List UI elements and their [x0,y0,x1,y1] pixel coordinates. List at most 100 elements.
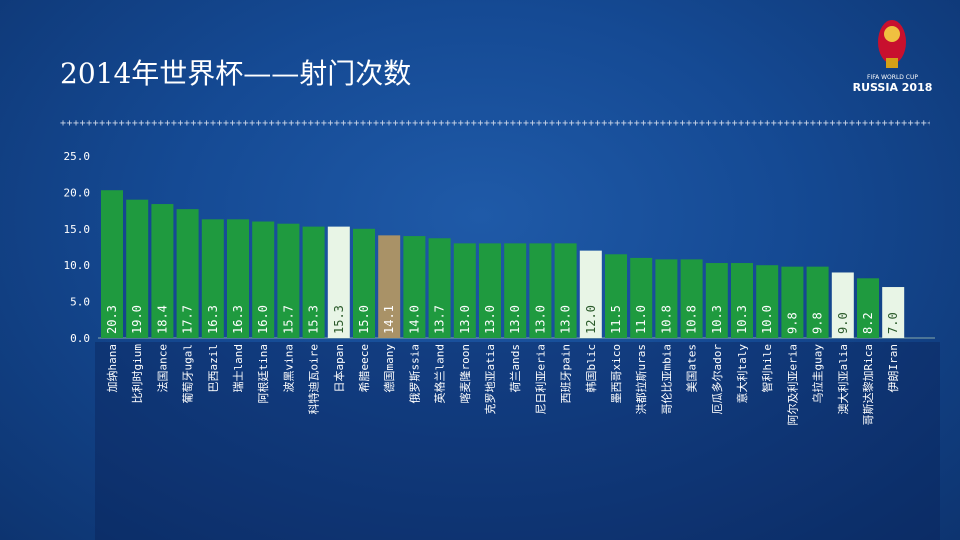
data-label: 10.8 [659,305,673,334]
x-tick-label: 荷兰ands [509,344,522,393]
data-label: 20.3 [105,305,119,334]
bar [756,265,779,338]
bar [327,226,350,338]
bar [529,243,552,338]
x-tick-label: 加纳hana [106,344,119,393]
data-label: 13.0 [533,305,547,334]
bar [252,221,275,338]
data-label: 15.7 [281,305,295,334]
page-title: 2014年世界杯——射门次数 [60,57,412,90]
y-tick-label: 0.0 [70,332,90,345]
data-label: 10.8 [685,305,699,334]
bar [705,263,728,338]
y-tick-label: 5.0 [70,296,90,309]
data-label: 13.0 [508,305,522,334]
bar [630,257,653,338]
x-tick-label: 意大利taly [735,344,749,404]
x-tick-label: 英格兰land [433,344,447,404]
logo-line2: RUSSIA 2018 [852,81,933,94]
data-label: 13.0 [458,305,472,334]
data-label: 10.0 [760,305,774,334]
bar [554,243,577,338]
x-tick-label: 乌拉圭guay [811,344,825,404]
x-tick-label: 法国ance [155,344,169,393]
x-tick-label: 喀麦隆roon [458,344,472,404]
bar [378,235,401,338]
bar [277,223,300,338]
x-tick-label: 德国many [382,344,396,393]
bar [126,199,149,338]
data-label: 11.0 [634,305,648,334]
data-label: 16.0 [256,305,270,334]
bar [781,266,804,338]
data-label: 13.0 [483,305,497,334]
data-label: 8.2 [861,312,875,334]
x-tick-label: 尼日利亚eria [534,344,547,415]
bar [806,266,829,338]
y-tick-label: 10.0 [64,259,91,272]
bar [882,287,905,338]
x-tick-label: 厄瓜多尔ador [710,344,724,415]
bar [176,209,199,338]
bar [731,263,753,338]
data-label: 18.4 [155,305,169,334]
bar [579,250,602,338]
bar [101,190,123,338]
x-tick-label: 美国ates [686,344,699,393]
data-label: 10.3 [735,305,749,334]
x-tick-label: 希腊eece [357,344,371,393]
bar [831,272,854,338]
x-tick-label: 墨西哥xico [610,344,623,404]
data-label: 10.3 [710,305,724,334]
bar [479,243,501,338]
data-label: 9.8 [785,312,799,334]
x-tick-label: 科特迪瓦oire [307,344,321,415]
bar [151,204,174,338]
bar [302,226,325,338]
data-label: 16.3 [231,305,245,334]
x-tick-label: 比利时gium [131,344,144,404]
world-cup-logo: FIFA WORLD CUP RUSSIA 2018 [845,14,940,114]
bar [504,243,527,338]
bar [227,219,249,338]
data-label: 11.5 [609,305,623,334]
bar [680,259,703,338]
x-tick-label: 阿根廷tina [256,344,270,404]
divider: ++++++++++++++++++++++++++++++++++++++++… [60,118,930,128]
data-label: 15.3 [332,305,346,334]
bar [605,254,627,338]
x-tick-label: 韩国blic [584,344,598,393]
data-label: 13.7 [433,305,447,334]
logo-line1: FIFA WORLD CUP [866,74,919,81]
data-label: 9.8 [811,312,825,334]
bar [353,228,375,338]
data-label: 14.0 [407,305,421,334]
x-tick-label: 哥斯达黎加Rica [861,344,875,426]
data-label: 7.0 [886,312,900,334]
x-tick-label: 波黑vina [282,344,295,393]
data-label: 12.0 [584,305,598,334]
data-label: 15.0 [357,305,371,334]
data-label: 17.7 [181,305,195,334]
bar [428,238,451,338]
y-tick-label: 15.0 [64,223,91,236]
y-tick-label: 20.0 [64,186,91,199]
x-tick-label: 巴西azil [207,344,220,393]
data-label: 16.3 [206,305,220,334]
x-tick-label: 俄罗斯ssia [408,344,421,404]
x-tick-label: 哥伦比亚mbia [659,344,673,415]
bar [453,243,476,338]
x-tick-label: 西班牙pain [560,344,573,404]
bar [201,219,224,338]
data-label: 14.1 [382,305,396,334]
y-tick-label: 25.0 [64,150,91,163]
data-label: 19.0 [130,305,144,334]
x-tick-label: 克罗地亚atia [484,344,497,415]
bar [857,278,879,338]
bar [655,259,678,338]
x-tick-label: 瑞士land [231,344,245,393]
x-tick-label: 洪都拉斯uras [634,344,648,415]
x-tick-label: 伊朗Iran [887,344,900,393]
x-tick-label: 阿尔及利亚eria [786,344,799,426]
